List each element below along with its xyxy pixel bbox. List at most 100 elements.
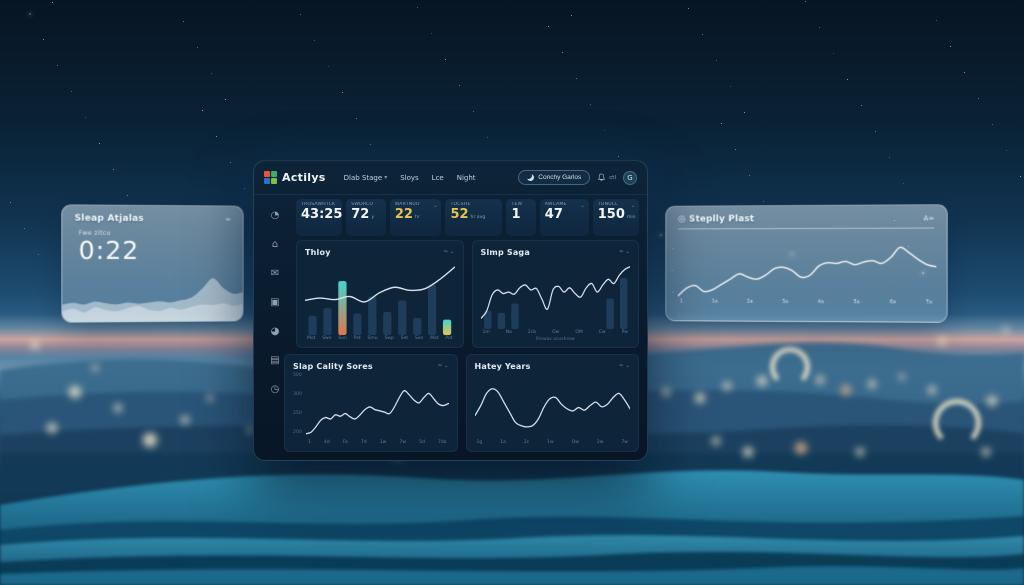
star: [950, 46, 952, 48]
chevron-down-icon: ⌄: [433, 203, 438, 209]
sleep-area-chart: [62, 278, 244, 322]
stat-value-row: 43:25: [301, 207, 342, 224]
bokeh-light: [743, 447, 753, 457]
stat-tile[interactable]: Trosawhtck 43:25: [296, 199, 342, 236]
bokeh-light: [207, 395, 213, 401]
home-icon[interactable]: ⌂: [271, 238, 279, 250]
target-icon: ◎: [677, 214, 690, 225]
star: [576, 78, 578, 80]
tracking-mode-button[interactable]: Conchy Garlos: [518, 170, 591, 185]
chart-menu-icon[interactable]: ≈ ⌄: [437, 363, 449, 369]
axis-label: Swe: [322, 336, 332, 341]
trend-squiggle-icon[interactable]: A≈: [923, 214, 935, 223]
y-axis-tick: -: [672, 246, 674, 253]
stat-label: Awcame: [544, 202, 567, 207]
trend-squiggle-icon[interactable]: ≈: [225, 215, 231, 224]
axis-label: 1w: [379, 440, 387, 445]
stat-tile[interactable]: Wartnuo 22 hr ⌄: [389, 199, 442, 236]
chevron-down-icon: ⌄: [580, 203, 585, 209]
star: [85, 117, 87, 119]
widget-title: Sleap Atjalas: [74, 213, 144, 224]
axis-label: Set: [400, 336, 409, 341]
app-logo[interactable]: Actilys: [264, 171, 326, 184]
axis-label: 7w: [399, 440, 406, 445]
stat-value: 150: [597, 207, 625, 222]
hatey-years-chart: [474, 388, 630, 428]
star: [431, 33, 433, 35]
star: [52, 2, 54, 4]
calendar-icon[interactable]: ▤: [270, 354, 280, 366]
star: [889, 157, 891, 159]
widget-title: ◎ Steplly Plast: [677, 214, 755, 225]
star: [730, 86, 732, 88]
ferris-wheel-light-arc: [933, 399, 981, 447]
stat-tile[interactable]: Awcame 47 ⌄: [539, 199, 589, 236]
bokeh-light: [247, 427, 253, 433]
y-axis-ticks: - - -: [672, 246, 674, 295]
stat-label: Tew: [511, 202, 523, 207]
chart-menu-icon[interactable]: ≈ ⌄: [619, 249, 630, 255]
star: [819, 27, 821, 29]
briefcase-icon[interactable]: ▣: [270, 296, 280, 308]
stat-tile[interactable]: Tocshe 52 hr avg: [445, 199, 503, 236]
history-icon[interactable]: ◷: [270, 383, 280, 395]
axis-label: 7w: [621, 440, 628, 445]
logo-square: [271, 171, 277, 177]
stat-suffix: hr: [414, 215, 420, 220]
schedule-icon[interactable]: ◔: [270, 209, 280, 221]
bell-label: ctl: [609, 174, 616, 181]
hatey-years-chart-card: Hatey Years ≈ ⌄ 1g 1a 2c 1w Ow 2w 7w: [465, 354, 639, 452]
stat-tile[interactable]: Swdrco 72 y: [346, 199, 386, 236]
bokeh-light: [757, 376, 767, 386]
axis-label: Pot: [353, 336, 361, 341]
axis-label: Swp: [384, 336, 394, 341]
axis-label: 1g: [476, 440, 483, 445]
avatar[interactable]: G: [623, 170, 637, 185]
chart-title: Slap Cality Sores: [293, 361, 373, 371]
axis-label: Na: [505, 330, 512, 335]
star: [10, 202, 12, 204]
star: [978, 98, 980, 100]
star: [29, 13, 31, 15]
axis-label: 4d: [324, 440, 330, 445]
sleep-trend-chart: [678, 233, 936, 300]
star: [964, 72, 966, 74]
star: [903, 183, 905, 185]
star: [1006, 150, 1008, 152]
messages-icon[interactable]: ✉: [270, 267, 280, 279]
y-axis-label: 200: [293, 430, 302, 435]
nav-item-night[interactable]: Night: [457, 174, 476, 182]
nav-item-sloys[interactable]: Sloys: [400, 174, 418, 182]
star: [328, 66, 330, 68]
notifications[interactable]: ctl: [597, 173, 616, 182]
y-axis-tick: -: [672, 289, 674, 296]
chart-title: Thloy: [305, 247, 331, 257]
star: [38, 254, 40, 256]
nav-item-lce[interactable]: Lce: [432, 174, 444, 182]
stat-suffix: min: [626, 215, 636, 220]
stat-suffix: hr avg: [470, 215, 486, 220]
stat-value: 72: [351, 207, 370, 222]
bokeh-light: [899, 374, 905, 380]
axis-label: 7a: [925, 299, 933, 306]
stat-tile[interactable]: Tonucl 150 min ⌄: [592, 199, 640, 236]
stat-value: 22: [394, 207, 413, 222]
chart-menu-icon[interactable]: ≈ ⌄: [443, 249, 455, 255]
star: [445, 59, 447, 61]
pie-chart-icon[interactable]: ◕: [270, 325, 280, 337]
axis-label: 1a: [500, 440, 506, 445]
y-axis-label: 250: [293, 411, 302, 416]
sleep-quality-chart-card: Slap Cality Sores ≈ ⌄ 500 300 250 200 1 4d Fa…: [284, 354, 458, 452]
logo-icon: [264, 171, 277, 184]
chevron-down-icon: ⌄: [630, 203, 636, 209]
star: [216, 136, 218, 138]
y-axis-tick: -: [672, 267, 674, 274]
stat-tile[interactable]: Tew 1: [506, 199, 536, 236]
logo-square: [264, 178, 270, 184]
star: [548, 26, 550, 28]
bokeh-light: [868, 380, 876, 388]
star: [763, 201, 765, 203]
chart-menu-icon[interactable]: ≈ ⌄: [619, 363, 630, 369]
nav-item-dlab-stage[interactable]: Dlab Stage ▾: [344, 174, 388, 182]
star: [992, 124, 994, 126]
